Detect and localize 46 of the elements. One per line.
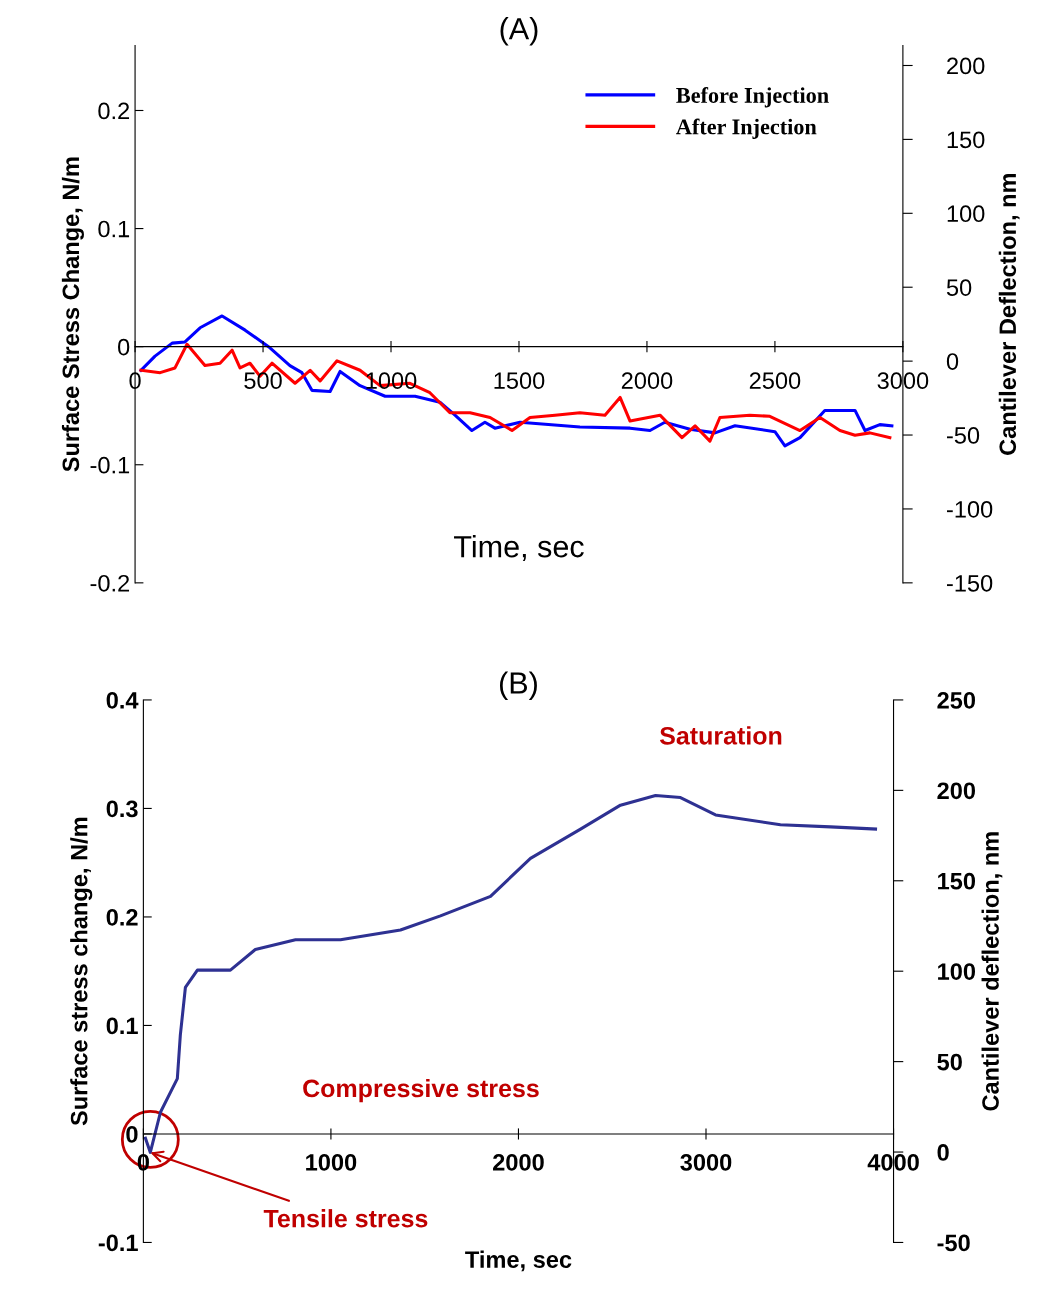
chart-title: (B) <box>499 671 537 700</box>
x-tick-label: 3000 <box>680 1154 732 1171</box>
y-axis-title: Surface Stress Change, N/m <box>61 157 84 472</box>
y2-tick-label: -50 <box>937 1234 970 1252</box>
x-axis-title: Time, sec <box>465 1250 572 1272</box>
legend-label: Before Injection <box>676 87 829 108</box>
y-tick-label: 0 <box>118 338 130 356</box>
annotation: Compressive stress <box>303 1078 539 1103</box>
y2-axis-title: Cantilever deflection, nm <box>981 832 1003 1111</box>
y-tick-label: -0.1 <box>90 456 130 474</box>
y-tick-label: 0 <box>126 1126 138 1143</box>
chart-title: (A) <box>500 17 538 46</box>
x-tick-label: 1000 <box>306 1154 357 1171</box>
legend-label: After Injection <box>676 118 817 139</box>
y2-tick-label: -50 <box>946 427 980 444</box>
x-tick-label: 2000 <box>621 372 673 390</box>
x-tick-label: 1500 <box>494 372 545 390</box>
y-tick-label: 0.4 <box>106 692 139 709</box>
y2-tick-label: -150 <box>946 574 993 592</box>
y2-axis-title: Cantilever Deflection, nm <box>998 173 1020 455</box>
y-tick-label: 0.3 <box>106 800 138 818</box>
annotation: Tensile stress <box>263 1209 428 1228</box>
y-axis-title: Surface stress change, N/m <box>70 817 93 1126</box>
line-series <box>143 793 878 1154</box>
y-tick-label: -0.2 <box>90 574 130 592</box>
y-tick-label: 0.1 <box>106 1017 138 1035</box>
x-axis-title: Time, sec <box>454 535 584 562</box>
y2-tick-label: 100 <box>938 963 976 980</box>
y2-tick-label: 200 <box>937 782 976 800</box>
y2-tick-label: 200 <box>947 57 985 75</box>
y-tick-label: 0.2 <box>106 909 138 926</box>
y-tick-label: 0.1 <box>98 220 130 238</box>
x-tick-label: 500 <box>244 372 282 390</box>
y2-tick-label: 150 <box>947 131 985 149</box>
x-tick-label: 2500 <box>749 372 801 390</box>
y2-tick-label: 50 <box>937 1053 962 1071</box>
x-tick-label: 2000 <box>493 1154 544 1171</box>
y-tick-label: 0.2 <box>98 102 130 120</box>
y-tick-label: -0.1 <box>98 1234 138 1252</box>
y2-tick-label: 100 <box>947 205 985 223</box>
y2-tick-label: 250 <box>937 692 976 709</box>
y2-tick-label: 0 <box>946 353 959 370</box>
y2-tick-label: -100 <box>946 501 993 518</box>
y2-tick-label: 150 <box>938 872 976 890</box>
annotation: Saturation <box>659 726 782 745</box>
y2-tick-label: 50 <box>946 279 972 296</box>
